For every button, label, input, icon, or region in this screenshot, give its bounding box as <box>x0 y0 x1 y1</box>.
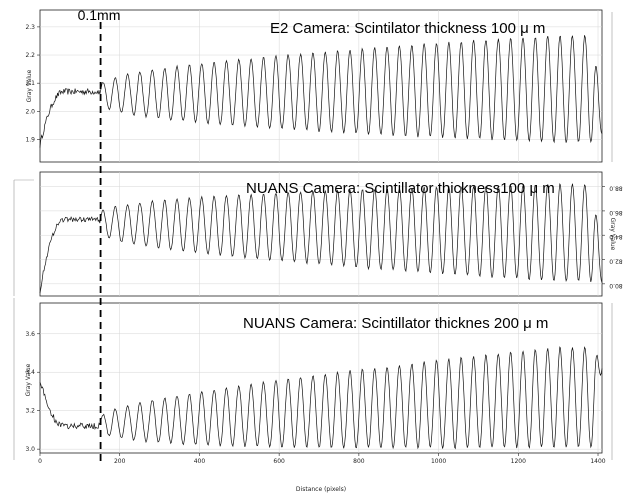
x-tick-label: 600 <box>273 458 285 465</box>
y-tick-label: 1.9 <box>25 136 35 143</box>
y-tick-label: 88.0 <box>609 185 623 192</box>
panel-2: 80.0 82.0 84.0 86.0 88.0 Gray Value NUANS Ca… <box>13 171 623 297</box>
x-tick-label: 0 <box>38 458 42 465</box>
y-tick-label: 3.2 <box>25 408 35 415</box>
y-tick-label: 2.1 <box>25 80 35 87</box>
x-tick-label: 1200 <box>511 458 526 465</box>
y-tick-label: 84.0 <box>609 233 623 240</box>
panel-3-title: NUANS Camera: Scintillator thicknes 200 … <box>243 315 548 332</box>
x-tick-label: 1000 <box>431 458 446 465</box>
y-tick-label: 86.0 <box>609 209 623 216</box>
y-tick-label: 2.3 <box>25 24 35 31</box>
panel-1-title: E2 Camera: Scintilator thickness 100 μ m <box>270 20 545 37</box>
panel-3: 3.0 3.2 3.4 3.6 0 200 400 600 800 1000 1200 1400 G… <box>13 298 613 493</box>
panel-2-series-line <box>39 182 603 294</box>
x-tick-label: 1400 <box>590 458 605 465</box>
panel-2-title: NUANS Camera: Scintillator thickness100 … <box>246 180 555 197</box>
y-tick-label: 3.4 <box>25 369 35 376</box>
y-tick-label: 80.0 <box>609 282 623 289</box>
panel-1: 1.9 2.0 2.1 2.2 2.3 Gray Value E2 Camera: Sc… <box>25 9 613 163</box>
y-tick-label: 2.2 <box>25 52 35 59</box>
y-tick-label: 3.6 <box>25 331 35 338</box>
panel-2-plot-area <box>39 171 603 297</box>
panel-2-y-ticks-mirrored: 80.0 82.0 84.0 86.0 88.0 <box>602 185 623 289</box>
panel-3-x-ticks: 0 200 400 600 800 1000 1200 1400 <box>38 453 606 465</box>
panel-1-series-line <box>39 35 603 148</box>
x-tick-label: 200 <box>114 458 126 465</box>
panel-3-series-line <box>39 346 603 450</box>
panel-1-y-axis-label: Gray Value <box>26 69 33 102</box>
y-tick-label: 2.0 <box>25 108 35 115</box>
panel-2-y-axis-label: Gray Value <box>609 218 616 251</box>
panel-2-gridlines <box>40 172 602 296</box>
panel-3-x-axis-label: Distance (pixels) <box>296 486 346 493</box>
panel-1-y-ticks: 1.9 2.0 2.1 2.2 2.3 <box>25 24 40 143</box>
panel-3-y-ticks: 3.0 3.2 3.4 3.6 <box>25 331 40 453</box>
y-tick-label: 3.0 <box>25 446 35 453</box>
y-tick-label: 82.0 <box>609 258 623 265</box>
marker-label: 0.1mm <box>78 7 121 23</box>
x-tick-label: 400 <box>194 458 206 465</box>
panel-1-plot-area <box>39 9 603 163</box>
panel-3-y-axis-label: Gray Value <box>25 363 32 396</box>
x-tick-label: 800 <box>353 458 365 465</box>
